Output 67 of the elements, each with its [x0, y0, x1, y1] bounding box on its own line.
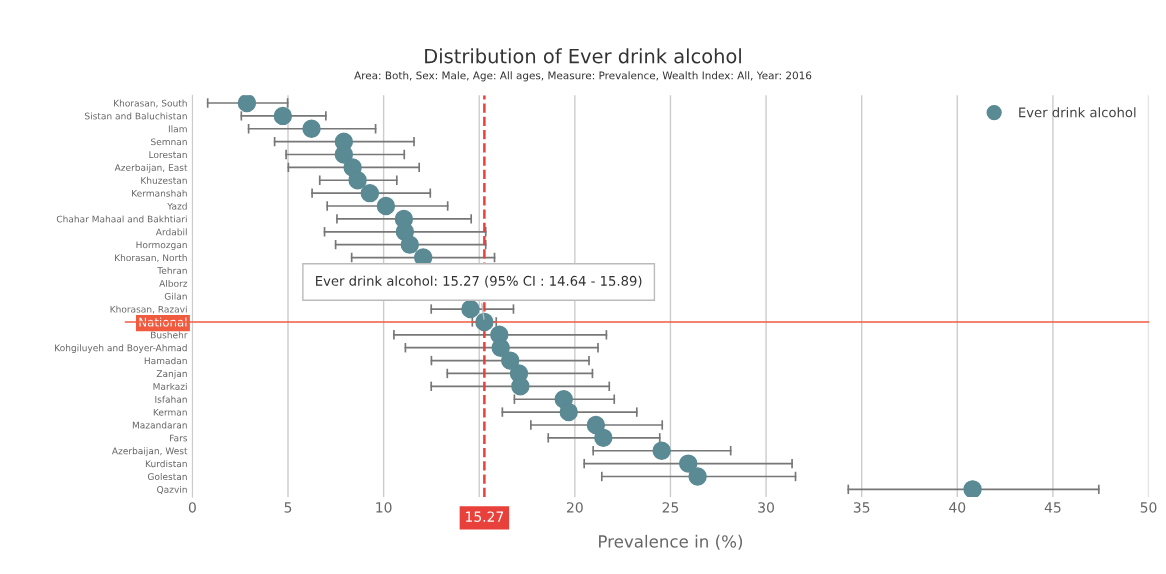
point [475, 312, 494, 332]
y-tick-label: Chahar Mahaal and Bakhtiari [56, 215, 187, 223]
y-tick-label: Bushehr [151, 331, 188, 339]
x-tick-label: 30 [758, 502, 774, 513]
y-tick-label: Azerbaijan, West [111, 447, 188, 457]
y-tick-label: Lorestan [149, 151, 187, 159]
y-tick-label: Golestan [147, 473, 187, 481]
y-tick-label: Alborz [159, 279, 188, 287]
y-tick-label: Ardabil [155, 228, 187, 236]
y-tick-label: Kermanshah [132, 189, 187, 197]
x-tick-label: 50 [1140, 502, 1157, 513]
point [273, 106, 293, 126]
point [501, 351, 520, 370]
y-tick-label: Kohgiluyeh and Boyer-Ahmad [55, 344, 187, 353]
x-axis-title: Prevalence in (%) [599, 534, 743, 550]
y-tick-label: Khorasan, South [114, 99, 187, 108]
point [688, 467, 707, 486]
y-tick-label: Isfahan [155, 395, 187, 403]
y-tick-label: Azerbaijan, East [114, 163, 188, 173]
point [511, 377, 530, 396]
y-tick-label: Zanjan [156, 370, 187, 379]
point [594, 428, 613, 448]
point [586, 415, 606, 435]
point [302, 119, 321, 138]
x-tick-label: 35 [853, 502, 870, 513]
y-tick-label: Qazvin [157, 485, 187, 494]
y-tick-label: Hormozgan [136, 241, 187, 250]
y-tick-label: Semnan [151, 138, 187, 146]
y-tick-label: Yazd [167, 202, 187, 210]
point [963, 480, 982, 498]
legend-label: Ever drink alcohol [1019, 107, 1136, 118]
point [559, 402, 578, 422]
y-tick-label: Kerman [153, 408, 187, 416]
y-tick-label: Tehran [157, 267, 187, 274]
x-tick-label: 0 [188, 502, 196, 513]
x-tick-label: 40 [949, 502, 966, 513]
y-tick-label: Khorasan, Razavi [110, 305, 187, 314]
y-tick-label: Markazi [153, 382, 187, 390]
y-tick-label: Gilan [164, 292, 187, 300]
point [400, 235, 420, 254]
y-tick-label: Ilam [168, 125, 187, 133]
y-tick-label: Kurdistan [145, 460, 187, 468]
x-tick-label: 10 [376, 502, 392, 513]
ref-line-label: 15.27 [466, 511, 504, 522]
y-tick-label: National [139, 317, 187, 327]
point [348, 171, 367, 190]
y-tick-label: Hamadan [144, 357, 187, 365]
chart-title: Distribution of Ever drink alcohol [425, 48, 741, 64]
y-tick-label: Khuzestan [141, 176, 187, 184]
point [360, 183, 380, 203]
x-tick-label: 20 [567, 502, 583, 513]
y-tick-label: Mazandaran [132, 421, 187, 429]
point [461, 299, 480, 319]
point [679, 454, 698, 473]
chart-subtitle: Area: Both, Sex: Male, Age: All ages, Measure: Prevalence, Wealth Index: All, Year: 2016 [354, 71, 812, 82]
point [652, 441, 671, 460]
x-tick-label: 45 [1044, 502, 1061, 513]
point [491, 338, 510, 357]
point [376, 196, 396, 216]
x-tick-label: 5 [284, 502, 292, 513]
point [334, 145, 354, 164]
y-tick-label: Sistan and Baluchistan [85, 112, 187, 120]
point [237, 95, 257, 113]
x-tick-label: 25 [662, 502, 679, 513]
annotation: Ever drink alcohol: 15.27 (95% CI : 14.64 - 15.89) [316, 275, 642, 288]
y-tick-label: Khorasan, North [115, 254, 187, 263]
y-tick-label: Fars [170, 434, 188, 442]
